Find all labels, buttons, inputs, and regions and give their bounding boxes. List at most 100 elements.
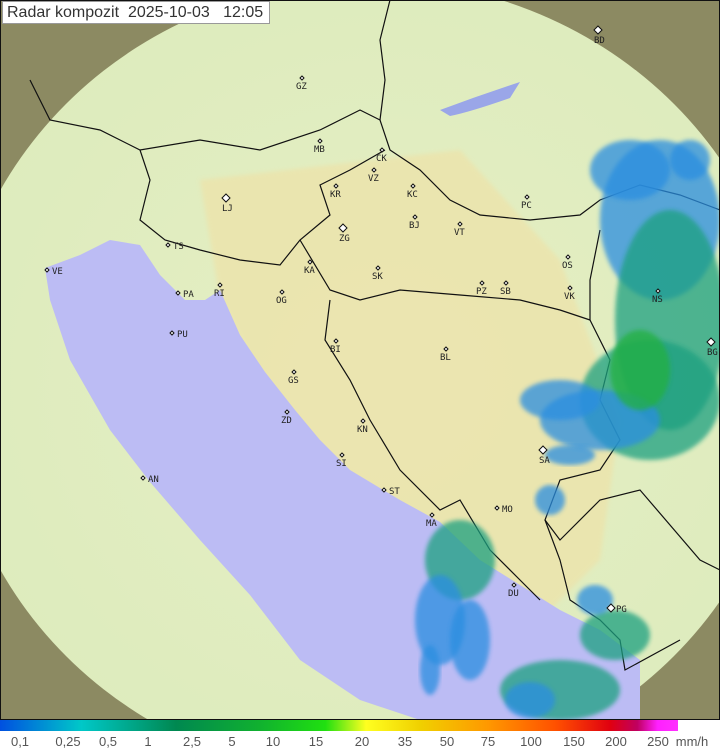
scale-tick-label: 75 [480,734,496,749]
city-kn: KN [357,418,368,435]
city-label: GZ [296,82,307,92]
city-sb: SB [500,280,511,297]
precipitation-echo [577,585,613,615]
scale-tick-label: 5 [228,734,236,749]
city-marker-icon [443,346,449,352]
city-marker-icon [165,242,171,248]
city-marker-icon [655,288,661,294]
precipitation-echo [580,610,650,660]
land-terrain [200,150,620,640]
scale-tick-label: 15 [308,734,324,749]
city-sk: SK [372,265,383,282]
scale-tick-label: 2,5 [182,734,202,749]
city-label: PC [521,201,532,211]
city-ka: KA [304,259,315,276]
city-label: KN [357,425,368,435]
city-ri: RI [214,282,225,299]
city-label: NS [652,295,663,305]
city-marker-icon [44,267,50,273]
city-bg: BG [706,337,718,358]
city-marker-icon [217,282,223,288]
city-ck: CK [376,147,387,164]
city-marker-icon [593,25,603,35]
city-zd: ZD [281,409,292,426]
city-pu: PU [169,330,188,340]
city-label: LJ [222,204,233,214]
city-ts: TS [165,242,184,252]
scale-unit: mm/h [675,734,709,749]
city-label: TS [173,242,184,252]
city-marker-icon [565,254,571,260]
city-marker-icon [410,183,416,189]
precipitation-echo [520,380,600,420]
precipitation-echo [610,330,670,410]
city-bd: BD [593,25,605,46]
city-an: AN [140,475,159,485]
city-marker-icon [299,75,305,81]
city-label: ZG [339,234,350,244]
city-mo: MO [494,505,513,515]
city-label: PU [177,330,188,340]
city-marker-icon [412,214,418,220]
city-label: AN [148,475,159,485]
radar-map[interactable]: GZ MB CK VZ KR KC PC LJ ZG BJ VT TS VE KA SK OS RI PA OG PZ… [0,0,720,720]
city-label: BL [440,353,451,363]
city-vt: VT [454,221,465,238]
city-marker-icon [338,223,348,233]
city-label: PZ [476,287,487,297]
city-label: SK [372,272,383,282]
city-marker-icon [524,194,530,200]
city-marker-icon [381,487,387,493]
color-scale-ticks: 0,1 0,25 0,5 1 2,5 5 10 15 20 35 50 75 100 150 200 250 m… [0,734,720,751]
city-label: ZD [281,416,292,426]
city-marker-icon [279,289,285,295]
city-pz: PZ [476,280,487,297]
city-lj: LJ [221,193,233,214]
precipitation-echo [420,645,440,695]
scale-tick-label: 1 [144,734,152,749]
city-marker-icon [175,290,181,296]
scale-tick-label: 250 [647,734,669,749]
city-marker-icon [538,445,548,455]
city-label: KC [407,190,418,200]
city-sa: SA [538,445,550,466]
city-marker-icon [360,418,366,424]
scale-tick-label: 200 [605,734,627,749]
scale-tick-label: 20 [354,734,370,749]
city-marker-icon [140,475,146,481]
city-marker-icon [494,505,500,511]
city-pc: PC [521,194,532,211]
city-label: VT [454,228,465,238]
city-marker-icon [379,147,385,153]
scale-tick-label: 150 [563,734,585,749]
city-label: BD [594,36,605,46]
scale-tick-label: 10 [265,734,281,749]
city-ma: MA [426,512,437,529]
precipitation-echo [450,600,490,680]
city-label: MO [502,505,513,515]
map-title: Radar kompozit 2025-10-03 12:05 [2,1,271,24]
city-marker-icon [221,193,231,203]
city-label: DU [508,589,519,599]
city-og: OG [276,289,287,306]
city-kr: KR [330,183,341,200]
city-os: OS [562,254,573,271]
city-label: BJ [409,221,420,231]
city-gs: GS [288,369,299,386]
city-marker-icon [333,183,339,189]
precipitation-echo [545,445,595,465]
city-marker-icon [503,280,509,286]
city-marker-icon [457,221,463,227]
city-marker-icon [375,265,381,271]
scale-tick-label: 35 [397,734,413,749]
city-zg: ZG [338,223,350,244]
city-label: GS [288,376,299,386]
city-bj: BJ [409,214,420,231]
city-marker-icon [429,512,435,518]
city-ve: VE [44,267,63,277]
city-label: VK [564,292,575,302]
precipitation-echo [505,682,555,718]
city-marker-icon [169,330,175,336]
precipitation-echo [670,140,710,180]
